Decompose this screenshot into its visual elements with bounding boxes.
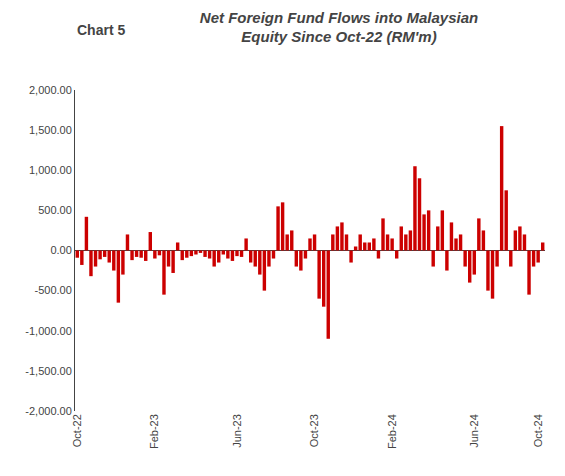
svg-text:-500.00: -500.00 (34, 284, 71, 296)
svg-text:Jun-24: Jun-24 (468, 414, 480, 448)
svg-text:-1,500.00: -1,500.00 (25, 365, 71, 377)
svg-text:Feb-24: Feb-24 (386, 414, 398, 449)
svg-text:1,500.00: 1,500.00 (29, 124, 72, 136)
svg-text:Oct-23: Oct-23 (308, 414, 320, 447)
svg-text:0.00: 0.00 (50, 244, 71, 256)
svg-text:-1,000.00: -1,000.00 (25, 325, 71, 337)
svg-text:2,000.00: 2,000.00 (29, 84, 72, 96)
svg-text:500.00: 500.00 (38, 204, 72, 216)
svg-text:Chart 5: Chart 5 (77, 22, 125, 38)
svg-text:-2,000.00: -2,000.00 (25, 405, 71, 417)
svg-text:Feb-23: Feb-23 (148, 414, 160, 449)
svg-text:Oct-24: Oct-24 (532, 414, 544, 447)
svg-text:1,000.00: 1,000.00 (29, 164, 72, 176)
svg-text:Jun-23: Jun-23 (231, 414, 243, 448)
svg-text:Net Foreign Fund Flows into Ma: Net Foreign Fund Flows into MalaysianEqu… (200, 9, 478, 46)
svg-text:Oct-22: Oct-22 (71, 414, 83, 447)
